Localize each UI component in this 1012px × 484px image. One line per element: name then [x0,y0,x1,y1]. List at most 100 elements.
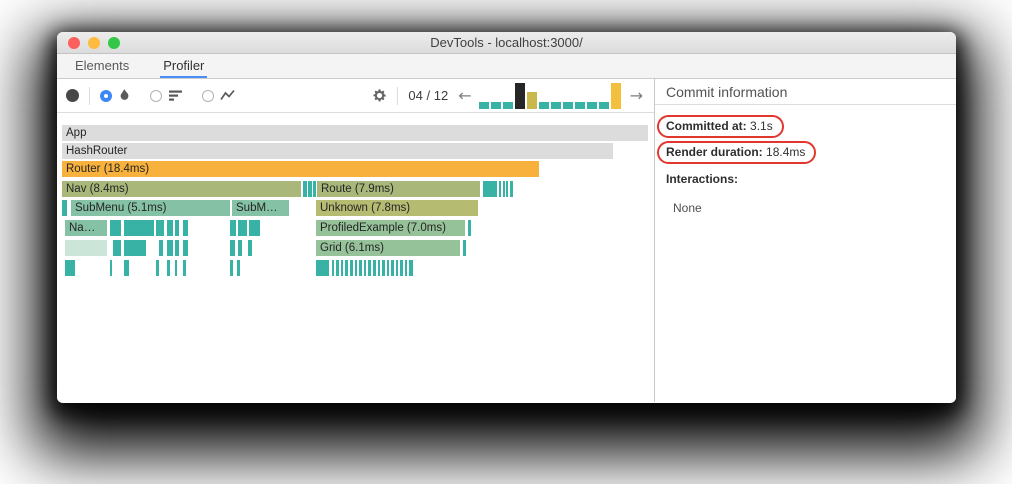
flame-bar-small[interactable] [503,181,505,197]
flame-bar-small[interactable] [391,260,394,276]
prev-commit-arrow-icon[interactable]: ← [458,85,472,105]
flame-bar-small[interactable] [167,260,170,276]
commit-bar[interactable] [550,101,561,109]
flame-bar-small[interactable] [237,260,240,276]
flame-bar[interactable]: Grid (6.1ms) [316,240,460,256]
flame-bar-small[interactable] [183,240,188,256]
commit-bar[interactable] [478,101,489,109]
view-flamegraph-option[interactable] [100,89,131,102]
close-button[interactable] [68,37,80,49]
tab-elements[interactable]: Elements [75,57,130,73]
flame-bar-small[interactable] [175,240,179,256]
flame-bar-small[interactable] [359,260,362,276]
flame-bar-small[interactable] [506,181,508,197]
flame-bar-small[interactable] [175,220,179,236]
record-button[interactable] [66,89,79,102]
flame-bar-small[interactable] [230,220,236,236]
flame-bar-small[interactable] [159,240,163,256]
window-title: DevTools - localhost:3000/ [430,35,583,50]
next-commit-arrow-icon[interactable]: → [629,85,643,105]
flame-bar-small[interactable] [341,260,343,276]
flame-bar-small[interactable] [175,260,177,276]
flame-bar-small[interactable] [378,260,380,276]
flame-bar-small[interactable] [364,260,366,276]
flame-bar-small[interactable] [230,240,235,256]
flame-bar-small[interactable] [499,181,501,197]
flame-bar-small[interactable] [400,260,403,276]
flame-bar-small[interactable] [248,240,252,256]
flame-bar[interactable]: Route (7.9ms) [317,181,480,197]
flame-bar-small[interactable] [332,260,334,276]
flame-bar[interactable]: ProfiledExample (7.0ms) [316,220,465,236]
flame-bar-small[interactable] [483,181,497,197]
ranked-radio[interactable] [150,89,162,102]
flame-bar-small[interactable] [373,260,376,276]
tab-profiler[interactable]: Profiler [160,54,208,78]
view-interactions-option[interactable] [202,89,235,102]
flame-bar[interactable]: Unknown (7.8ms) [316,200,478,216]
commit-bar[interactable] [490,101,501,109]
flame-bar-small[interactable] [62,200,67,216]
flame-bar-small[interactable] [409,260,413,276]
flame-bar-small[interactable] [230,260,233,276]
flame-bar-small[interactable] [355,260,357,276]
flame-bar-small[interactable] [316,260,329,276]
commit-selector-chart[interactable] [478,82,623,109]
flame-bar[interactable]: SubMenu (5.1ms) [71,200,230,216]
flame-bar-small[interactable] [303,181,307,197]
flame-bar-small[interactable] [350,260,353,276]
flame-bar-small[interactable] [238,220,247,236]
flame-bar-small[interactable] [313,181,316,197]
flame-bar-small[interactable] [336,260,339,276]
interactions-radio[interactable] [202,89,214,102]
flame-bar[interactable]: App [62,125,648,141]
flame-bar-small[interactable] [156,220,164,236]
flame-bar-small[interactable] [183,260,186,276]
title-bar: DevTools - localhost:3000/ [57,32,956,54]
commit-bar[interactable] [574,101,585,109]
flame-bar-small[interactable] [65,260,75,276]
commit-bar[interactable] [538,101,549,109]
zoom-button[interactable] [108,37,120,49]
flame-bar-small[interactable] [124,220,154,236]
flamegraph-radio[interactable] [100,89,112,102]
commit-bar[interactable] [610,82,621,109]
flame-bar-small[interactable] [124,240,146,256]
flame-bar-small[interactable] [405,260,407,276]
flame-bar-small[interactable] [368,260,371,276]
commit-bar[interactable] [526,91,537,109]
flame-bar-small[interactable] [113,240,121,256]
flame-bar-small[interactable] [167,240,173,256]
flame-bar[interactable]: HashRouter [62,143,613,159]
flame-bar-small[interactable] [110,220,121,236]
minimize-button[interactable] [88,37,100,49]
flame-bar-small[interactable] [510,181,513,197]
view-ranked-option[interactable] [150,89,183,102]
flame-bar-small[interactable] [65,240,107,256]
flame-bar-small[interactable] [345,260,348,276]
commit-bar[interactable] [586,101,597,109]
flame-bar[interactable]: Nav (8.4ms) [62,181,301,197]
flame-bar-small[interactable] [463,240,466,256]
commit-bar[interactable] [562,101,573,109]
flame-bar-small[interactable] [110,260,112,276]
flame-bar-small[interactable] [249,220,260,236]
commit-bar[interactable] [502,101,513,109]
flame-bar[interactable]: Router (18.4ms) [62,161,539,177]
flame-bar-small[interactable] [238,240,242,256]
flame-bar[interactable]: SubM… [232,200,289,216]
flame-bar[interactable]: Na… [65,220,107,236]
flame-bar-small[interactable] [396,260,398,276]
flame-bar-small[interactable] [156,260,159,276]
flame-bar-small[interactable] [387,260,389,276]
commit-bar[interactable] [598,101,609,109]
commit-bar-selected[interactable] [514,82,525,109]
settings-button[interactable] [372,88,387,103]
flame-bar-small[interactable] [382,260,385,276]
flame-bar-small[interactable] [124,260,129,276]
flame-bar-small[interactable] [183,220,188,236]
flame-bar-small[interactable] [308,181,312,197]
flame-bar-small[interactable] [167,220,173,236]
flame-bar-small[interactable] [468,220,471,236]
render-duration-annotation: Render duration: 18.4ms [657,141,817,164]
